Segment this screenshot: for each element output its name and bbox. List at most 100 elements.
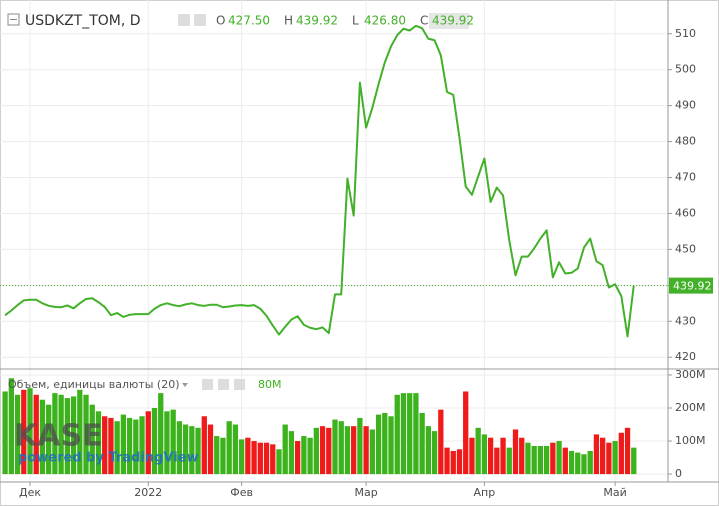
volume-bar <box>70 396 77 475</box>
volume-bar <box>307 437 313 475</box>
volume-bar <box>257 442 263 475</box>
volume-bar <box>21 389 27 475</box>
volume-bar <box>599 437 606 475</box>
y-tick-label: 430 <box>675 314 696 327</box>
volume-bar <box>95 411 102 475</box>
price-line <box>4 24 635 338</box>
ohlc-value: 439.92 <box>432 14 474 28</box>
plot <box>0 24 668 475</box>
volume-bar <box>39 399 46 475</box>
volume-bar <box>27 388 33 475</box>
volume-bar <box>176 421 183 475</box>
volume-last-value: 80M <box>258 378 282 391</box>
x-tick-label: 2022 <box>134 486 162 499</box>
volume-bar <box>64 398 71 475</box>
volume-bar <box>631 447 637 475</box>
volume-bar <box>375 414 382 475</box>
volume-bar <box>102 416 108 475</box>
last-price-label: 439.92 <box>673 280 712 293</box>
volume-bar <box>593 434 600 475</box>
volume-bar <box>531 445 537 475</box>
volume-bar <box>618 432 624 475</box>
volume-bar <box>295 441 301 475</box>
volume-bar <box>245 437 251 475</box>
volume-bar <box>313 427 319 475</box>
volume-bar <box>481 434 488 475</box>
last-price-badge <box>669 277 713 294</box>
x-tick-label: Фев <box>230 486 253 499</box>
volume-bar <box>151 407 158 475</box>
volume-bar <box>170 409 176 475</box>
volume-bar <box>158 393 164 475</box>
volume-bar <box>238 439 245 475</box>
ohlc-key: O <box>216 14 225 28</box>
volume-bar <box>226 421 232 475</box>
volume-bar <box>58 394 64 475</box>
symbol-title: USDKZT_TOM, D <box>25 13 141 29</box>
volume-title: Объем, единицы валюты (20) <box>8 378 180 391</box>
volume-bar <box>519 437 525 475</box>
settings-icon[interactable] <box>178 14 190 26</box>
settings-icon[interactable] <box>218 379 229 390</box>
ohlc-key: H <box>284 14 293 28</box>
y-tick-label: 470 <box>675 171 696 184</box>
volume-bar <box>319 426 326 475</box>
volume-bar <box>382 412 388 475</box>
volume-bar <box>126 417 133 475</box>
volume-bar <box>114 421 120 475</box>
volume-bar <box>189 426 195 475</box>
ohlc-value: 426.80 <box>364 14 406 28</box>
volume-bar <box>276 449 282 475</box>
y-tick-label: 0 <box>675 467 682 480</box>
volume-bar <box>363 426 369 475</box>
y-tick-label: 500 <box>675 63 696 76</box>
ohlc-highlight <box>429 13 469 29</box>
volume-bar <box>89 404 95 475</box>
volume-bar <box>332 419 338 475</box>
volume-bar <box>251 441 257 475</box>
volume-bar <box>282 424 288 475</box>
volume-bar <box>525 442 531 475</box>
volume-bar <box>400 393 407 475</box>
volume-bar <box>220 437 226 475</box>
hide-icon[interactable] <box>194 14 206 26</box>
volume-bar <box>139 416 145 475</box>
volume-bar <box>201 416 207 475</box>
eye-icon[interactable] <box>202 379 213 390</box>
volume-bar <box>326 427 332 475</box>
volume-bar <box>562 447 568 475</box>
volume-bar <box>388 416 394 475</box>
dropdown-arrow[interactable] <box>182 383 188 387</box>
volume-bar <box>575 452 581 475</box>
volume-bar <box>431 431 438 475</box>
volume-bar <box>214 436 220 475</box>
close-icon[interactable] <box>234 379 245 390</box>
volume-bar <box>351 426 357 475</box>
volume-bar <box>587 450 593 475</box>
y-tick-label: 420 <box>675 350 696 363</box>
volume-bar <box>263 442 270 475</box>
y-tick-label: 450 <box>675 242 696 255</box>
y-tick-label: 100M <box>675 434 706 447</box>
collapse-icon[interactable] <box>7 13 20 26</box>
volume-bar <box>182 424 189 475</box>
volume-bar <box>537 445 544 475</box>
y-tick-label: 480 <box>675 135 696 148</box>
y-tick-label: 490 <box>675 99 696 112</box>
credit-watermark: powered by TradingView <box>18 451 199 466</box>
volume-bar <box>164 411 170 475</box>
logo-watermark: KASE <box>14 419 103 454</box>
volume-bar <box>33 394 39 475</box>
volume-bar <box>487 437 494 475</box>
volume-bar <box>444 447 450 475</box>
volume-bar <box>357 417 363 475</box>
volume-bar <box>568 450 575 475</box>
ohlc-value: 439.92 <box>296 14 338 28</box>
volume-bar <box>83 394 89 475</box>
volume-bar <box>2 391 8 475</box>
volume-bar <box>419 412 425 475</box>
ohlc-key: C <box>420 14 428 28</box>
y-tick-label: 300M <box>675 368 706 381</box>
volume-bar <box>624 427 631 475</box>
